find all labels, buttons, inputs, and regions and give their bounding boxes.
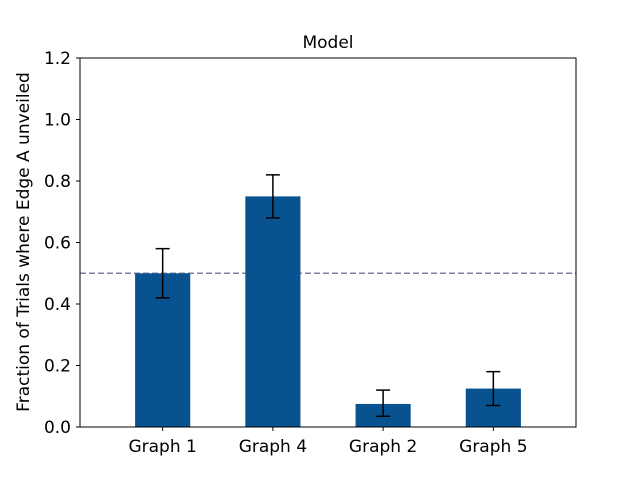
- y-tick-label: 0.0: [44, 418, 71, 438]
- y-tick-label: 0.2: [44, 357, 71, 377]
- error-bars-layer: [155, 174, 501, 417]
- error-bar: [265, 174, 280, 219]
- bar-graph-1: [135, 273, 191, 427]
- error-bar: [155, 247, 170, 299]
- error-bar: [376, 389, 391, 417]
- y-axis-label: Fraction of Trials where Edge A unveiled: [14, 72, 34, 412]
- y-tick-label: 0.4: [44, 295, 71, 315]
- y-tick-label: 0.6: [44, 234, 71, 254]
- x-tick-label: Graph 4: [239, 437, 307, 457]
- x-tick-label: Graph 2: [349, 437, 417, 457]
- x-axis: Graph 1 Graph 4 Graph 2 Graph 5: [128, 427, 528, 457]
- y-tick-label: 1.0: [44, 111, 71, 131]
- plot-frame: [79, 57, 577, 428]
- y-tick-label: 1.2: [44, 49, 71, 69]
- y-axis: 0.0 0.2 0.4 0.6 0.8 1.0 1.2: [44, 49, 80, 438]
- bars-layer: [135, 196, 521, 428]
- y-tick-label: 0.8: [44, 172, 71, 192]
- bar-graph-4: [245, 196, 301, 428]
- chart-title: Model: [302, 33, 353, 53]
- x-tick-label: Graph 5: [459, 437, 527, 457]
- x-tick-label: Graph 1: [128, 437, 196, 457]
- error-bar: [486, 370, 501, 407]
